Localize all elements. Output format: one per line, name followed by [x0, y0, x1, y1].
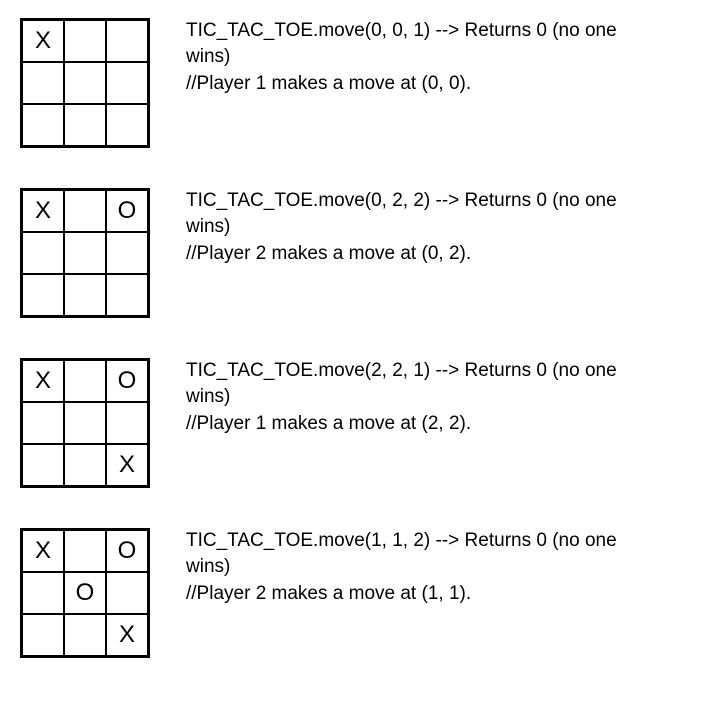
step-description: TIC_TAC_TOE.move(1, 1, 2) --> Returns 0 … [186, 528, 666, 607]
grid-cell [64, 360, 106, 402]
grid-cell: X [106, 614, 148, 656]
grid-cell [106, 232, 148, 274]
grid-cell [22, 104, 64, 146]
grid-cell: X [22, 190, 64, 232]
grid-cell [106, 274, 148, 316]
grid-cell [22, 614, 64, 656]
grid-cell [64, 232, 106, 274]
step-description: TIC_TAC_TOE.move(0, 0, 1) --> Returns 0 … [186, 18, 666, 97]
grid-cell [22, 274, 64, 316]
tic-tac-toe-grid: X O X [20, 358, 150, 488]
grid-cell [64, 62, 106, 104]
grid-cell: O [106, 360, 148, 402]
grid-cell: X [106, 444, 148, 486]
step-row: X O X TIC_TAC_TOE.move(2, 2, 1) --> Retu… [20, 358, 702, 488]
move-call-text: TIC_TAC_TOE.move(0, 2, 2) --> Returns 0 … [186, 188, 666, 239]
grid-cell [106, 572, 148, 614]
tic-tac-toe-grid: X O [20, 188, 150, 318]
step-description: TIC_TAC_TOE.move(2, 2, 1) --> Returns 0 … [186, 358, 666, 437]
move-comment-text: //Player 1 makes a move at (0, 0). [186, 71, 666, 97]
move-call-text: TIC_TAC_TOE.move(2, 2, 1) --> Returns 0 … [186, 358, 666, 409]
grid-cell [64, 104, 106, 146]
grid-cell [64, 530, 106, 572]
grid-cell [64, 20, 106, 62]
move-comment-text: //Player 2 makes a move at (0, 2). [186, 241, 666, 267]
grid-cell: O [106, 190, 148, 232]
grid-cell [106, 62, 148, 104]
grid-cell: O [106, 530, 148, 572]
steps-container: X TIC_TAC_TOE.move(0, 0, 1) --> Returns … [20, 18, 702, 658]
grid-cell: X [22, 20, 64, 62]
grid-cell: X [22, 360, 64, 402]
grid-cell: O [64, 572, 106, 614]
step-row: X O O X TIC_TAC_TOE.move(1, 1, 2) --> Re… [20, 528, 702, 658]
grid-cell [64, 190, 106, 232]
grid-cell [106, 20, 148, 62]
move-call-text: TIC_TAC_TOE.move(1, 1, 2) --> Returns 0 … [186, 528, 666, 579]
tic-tac-toe-grid: X O O X [20, 528, 150, 658]
grid-cell [22, 444, 64, 486]
move-call-text: TIC_TAC_TOE.move(0, 0, 1) --> Returns 0 … [186, 18, 666, 69]
move-comment-text: //Player 1 makes a move at (2, 2). [186, 411, 666, 437]
grid-cell [64, 402, 106, 444]
grid-cell [64, 614, 106, 656]
grid-cell [64, 444, 106, 486]
move-comment-text: //Player 2 makes a move at (1, 1). [186, 581, 666, 607]
step-row: X TIC_TAC_TOE.move(0, 0, 1) --> Returns … [20, 18, 702, 148]
grid-cell [22, 402, 64, 444]
tic-tac-toe-grid: X [20, 18, 150, 148]
grid-cell [64, 274, 106, 316]
grid-cell [22, 572, 64, 614]
step-description: TIC_TAC_TOE.move(0, 2, 2) --> Returns 0 … [186, 188, 666, 267]
grid-cell: X [22, 530, 64, 572]
grid-cell [106, 402, 148, 444]
grid-cell [22, 62, 64, 104]
grid-cell [22, 232, 64, 274]
step-row: X O TIC_TAC_TOE.move(0, 2, 2) --> Return… [20, 188, 702, 318]
grid-cell [106, 104, 148, 146]
